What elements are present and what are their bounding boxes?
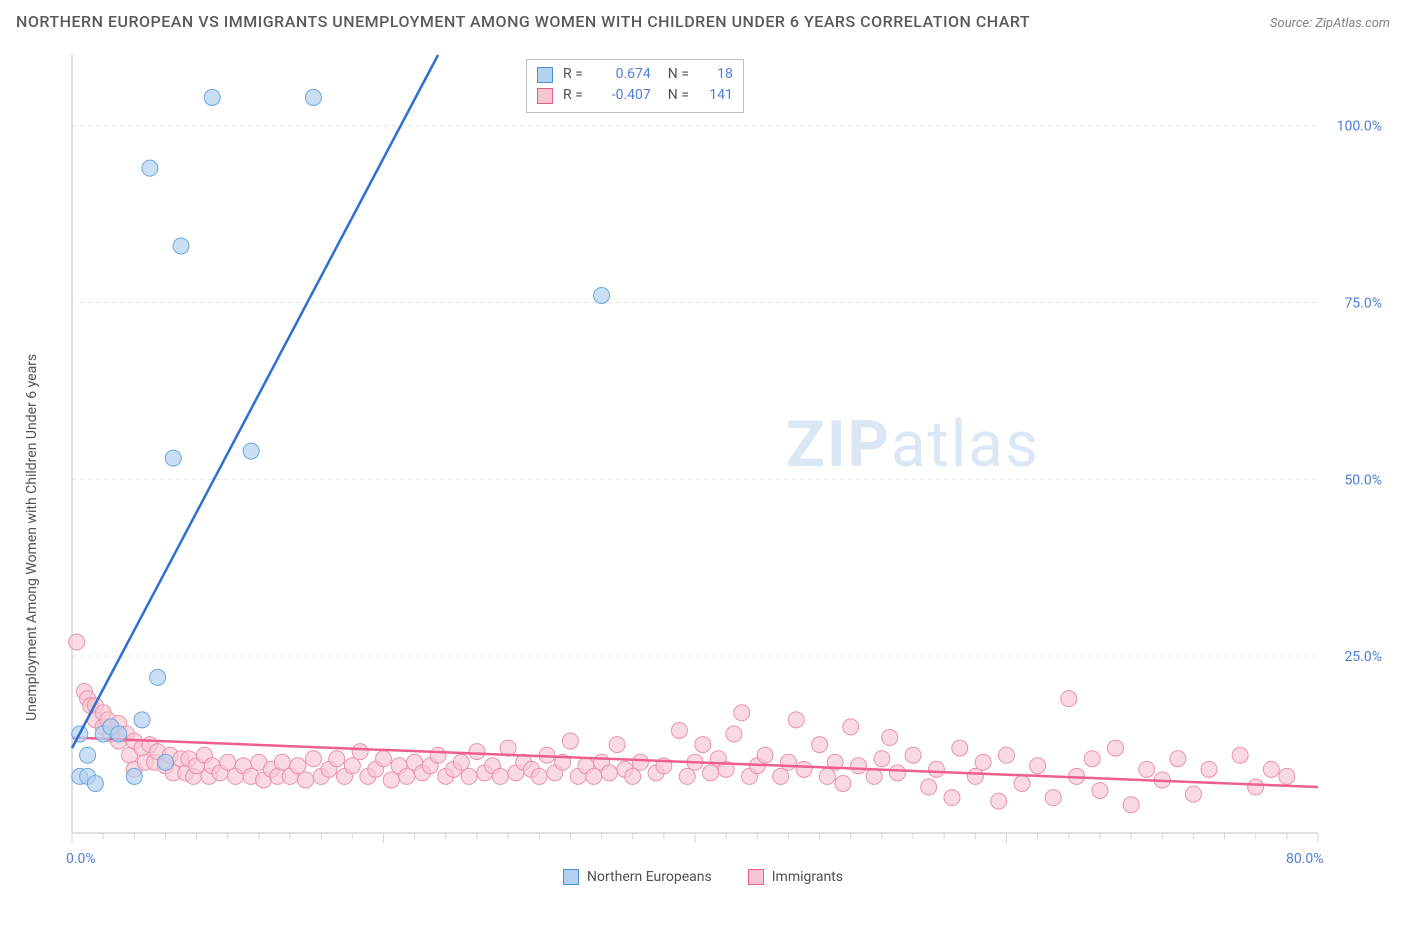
chart-area: 25.0% 50.0% 75.0% 100.0% Unemployment Among … bbox=[16, 37, 1390, 889]
svg-text:100.0%: 100.0% bbox=[1337, 119, 1382, 135]
svg-text:25.0%: 25.0% bbox=[1344, 649, 1382, 665]
svg-text:75.0%: 75.0% bbox=[1344, 296, 1382, 312]
legend-label: Immigrants bbox=[772, 869, 843, 885]
legend-label: Northern Europeans bbox=[587, 869, 712, 885]
correlation-legend: R =0.674 N =18R =-0.407 N =141 bbox=[526, 59, 744, 113]
series-legend: Northern Europeans Immigrants bbox=[16, 869, 1390, 885]
scatter-chart: 25.0% 50.0% 75.0% 100.0% Unemployment Among … bbox=[16, 37, 1390, 889]
legend-item-northern: Northern Europeans bbox=[563, 869, 712, 885]
x-axis-start-label: 0.0% bbox=[66, 851, 96, 867]
legend-item-immigrants: Immigrants bbox=[748, 869, 843, 885]
swatch-icon bbox=[748, 869, 764, 885]
svg-text:50.0%: 50.0% bbox=[1344, 472, 1382, 488]
chart-title: NORTHERN EUROPEAN VS IMMIGRANTS UNEMPLOY… bbox=[16, 12, 1030, 31]
source-label: Source: ZipAtlas.com bbox=[1270, 16, 1390, 31]
swatch-icon bbox=[563, 869, 579, 885]
x-axis-end-label: 80.0% bbox=[1286, 851, 1324, 867]
svg-text:Unemployment Among Women with: Unemployment Among Women with Children U… bbox=[24, 354, 40, 721]
